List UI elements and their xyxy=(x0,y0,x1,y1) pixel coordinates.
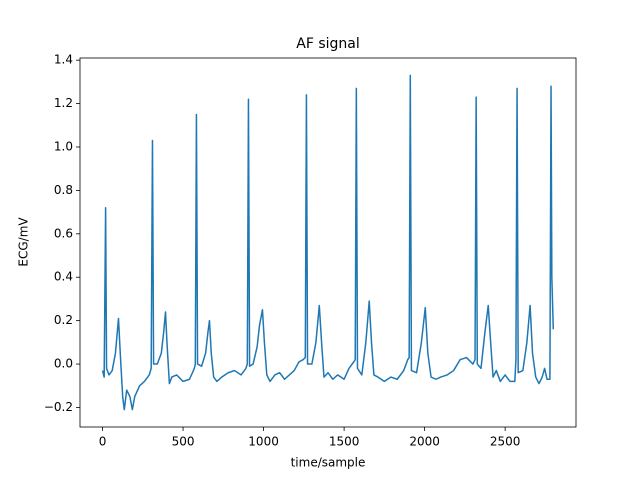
x-tick-label: 2500 xyxy=(490,435,521,449)
chart-title: AF signal xyxy=(296,36,360,52)
y-tick-label: −0.2 xyxy=(44,400,73,414)
y-tick-label: 0.8 xyxy=(54,183,73,197)
x-axis-label: time/sample xyxy=(291,456,366,470)
y-tick-label: 1.0 xyxy=(54,139,73,153)
y-tick-label: 0.0 xyxy=(54,357,73,371)
x-tick-label: 1000 xyxy=(248,435,279,449)
x-tick-label: 0 xyxy=(99,435,107,449)
x-tick-label: 2000 xyxy=(409,435,440,449)
y-tick-label: 0.2 xyxy=(54,313,73,327)
y-tick-label: 1.2 xyxy=(54,96,73,110)
y-tick-label: 1.4 xyxy=(54,53,73,67)
y-tick-label: 0.6 xyxy=(54,226,73,240)
x-tick-label: 500 xyxy=(172,435,195,449)
x-tick-label: 1500 xyxy=(329,435,360,449)
y-axis-label: ECG/mV xyxy=(17,217,31,267)
plot-frame xyxy=(79,57,577,428)
y-tick-label: 0.4 xyxy=(54,270,73,284)
data-line xyxy=(101,74,555,411)
